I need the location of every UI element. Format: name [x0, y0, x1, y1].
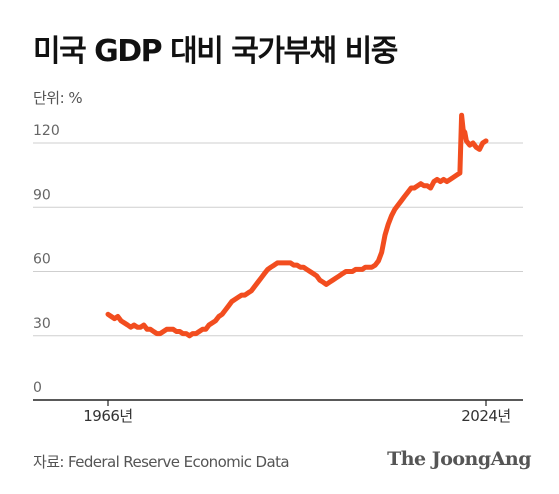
brand-logo: The JoongAng: [387, 448, 531, 470]
y-tick-label: 30: [33, 316, 51, 332]
y-tick-label: 120: [33, 123, 60, 139]
series-line: [105, 112, 489, 339]
x-tick-label: 1966년: [83, 407, 132, 425]
y-tick-label: 0: [33, 380, 42, 396]
chart-title: 미국 GDP 대비 국가부채 비중: [33, 34, 398, 69]
source-note: 자료: Federal Reserve Economic Data: [33, 453, 290, 471]
y-tick-label: 60: [33, 252, 51, 268]
unit-label: 단위: %: [33, 89, 83, 107]
x-tick-label: 2024년: [461, 407, 510, 425]
y-tick-label: 90: [33, 187, 51, 203]
